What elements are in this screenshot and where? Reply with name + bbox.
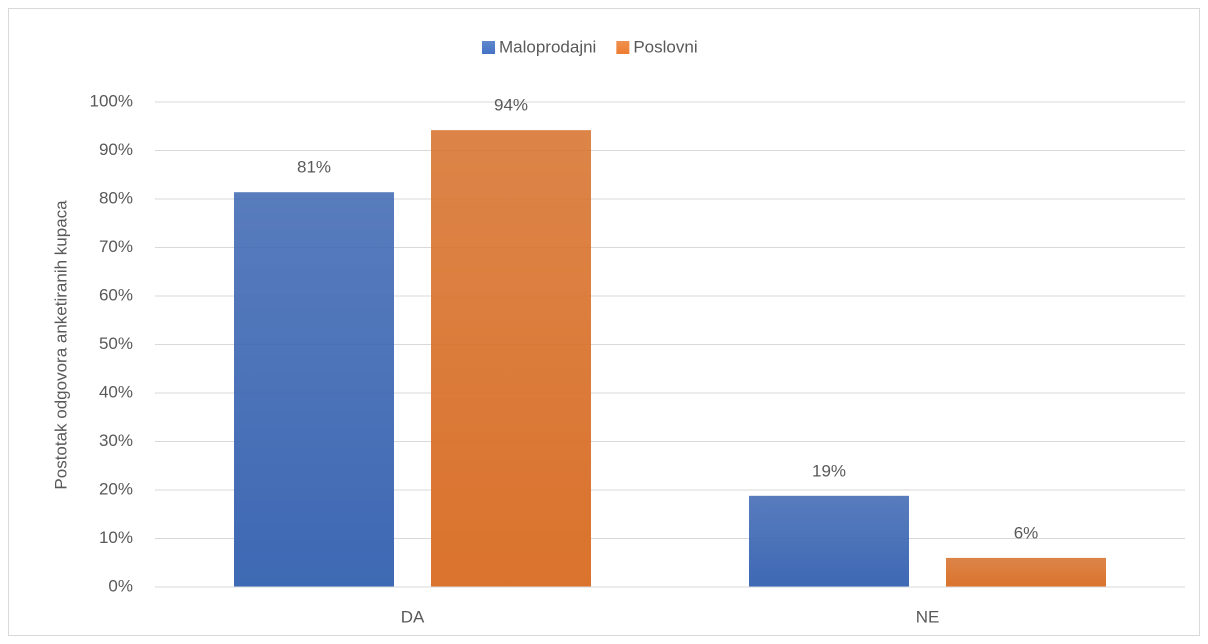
y-tick-label: 40% [99, 382, 133, 401]
data-label: 81% [297, 158, 331, 177]
y-tick-label: 20% [99, 479, 133, 498]
legend-swatch [482, 41, 495, 54]
data-label: 94% [494, 96, 528, 115]
bar [749, 495, 909, 587]
bar-shade [946, 557, 1106, 587]
y-tick-label: 70% [99, 237, 133, 256]
y-tick-label: 100% [90, 91, 133, 110]
y-tick-label: 10% [99, 528, 133, 547]
bar-shade [234, 192, 394, 587]
bar [431, 130, 591, 587]
y-tick-label: 30% [99, 431, 133, 450]
legend-label: Poslovni [633, 37, 697, 56]
x-tick-label: NE [916, 607, 940, 626]
y-tick-label: 80% [99, 188, 133, 207]
bar [234, 192, 394, 587]
y-axis-label: Postotak odgovora anketiranih kupaca [51, 200, 70, 490]
y-tick-label: 60% [99, 285, 133, 304]
y-tick-label: 90% [99, 140, 133, 159]
data-label: 6% [1014, 523, 1039, 542]
x-tick-label: DA [401, 607, 425, 626]
y-tick-label: 50% [99, 334, 133, 353]
legend-swatch [616, 41, 630, 54]
bar-shade [749, 495, 909, 587]
data-label: 19% [812, 461, 846, 480]
legend-label: Maloprodajni [499, 37, 596, 56]
bar [946, 557, 1106, 587]
chart-border [8, 8, 1200, 636]
y-tick-label: 0% [108, 576, 133, 595]
bar-shade [431, 130, 591, 587]
